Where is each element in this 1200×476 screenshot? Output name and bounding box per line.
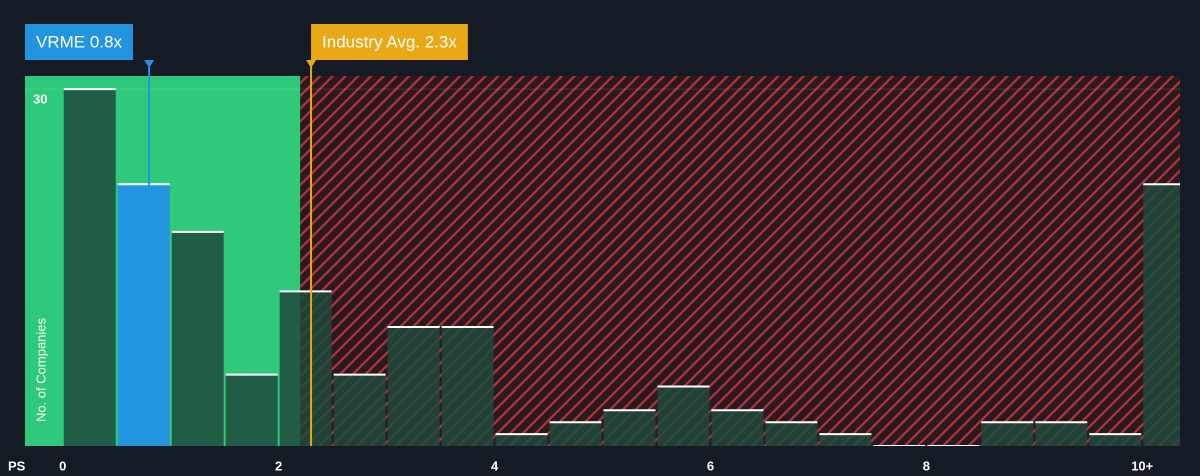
bar	[819, 434, 872, 446]
highlighted-bar	[117, 184, 170, 446]
bar	[981, 422, 1034, 446]
x-tick-label: 2	[275, 458, 282, 473]
bar	[1143, 184, 1180, 446]
y-axis-label: No. of Companies	[33, 317, 48, 422]
annotation-pointer	[306, 60, 317, 68]
x-axis-label: PS	[8, 458, 26, 473]
bar	[1089, 434, 1142, 446]
x-tick-label: 6	[707, 458, 714, 473]
annotation: VRME 0.8x	[25, 24, 155, 68]
bar	[1035, 422, 1088, 446]
bar	[657, 386, 710, 446]
annotation-box	[311, 24, 468, 60]
bar	[171, 231, 224, 446]
bar	[765, 422, 818, 446]
annotation-label: Industry Avg. 2.3x	[322, 32, 457, 51]
y-tick-label: 30	[33, 92, 47, 107]
bar	[495, 434, 548, 446]
annotation-box	[25, 24, 133, 60]
bar	[225, 374, 278, 446]
x-tick-label: 0	[59, 458, 66, 473]
annotation-pointer	[144, 60, 155, 68]
bar	[279, 291, 332, 446]
annotation-label: VRME 0.8x	[36, 32, 122, 51]
x-tick-label: 8	[923, 458, 930, 473]
bar	[333, 374, 386, 446]
annotation: Industry Avg. 2.3x	[306, 24, 468, 68]
x-tick-label: 4	[491, 458, 499, 473]
x-tick-label: 10+	[1131, 458, 1153, 473]
bar	[63, 89, 116, 446]
bar	[387, 327, 440, 446]
bar	[711, 410, 764, 446]
bar	[441, 327, 494, 446]
bar	[549, 422, 602, 446]
bar	[603, 410, 656, 446]
foreground: 30 0 2 4 6 8 10+ VRME 0.8x Industry Avg. 2.3x	[25, 24, 1154, 473]
bars	[63, 88, 1180, 446]
